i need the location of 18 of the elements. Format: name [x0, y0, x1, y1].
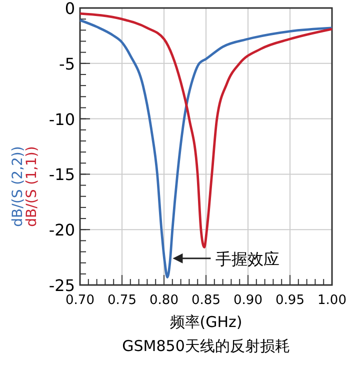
x-tick-label: 0.95 [276, 293, 304, 308]
y-tick-label: 0 [64, 0, 75, 18]
y-tick-label: -15 [48, 165, 75, 184]
x-tick-label: 0.85 [192, 293, 220, 308]
text: dB/(S (1,1)) [24, 146, 40, 227]
annotation: 手握效应 [216, 249, 280, 268]
x-tick-label: 0.75 [108, 293, 136, 308]
text: dB/(S (2,2)) [10, 146, 26, 227]
x-tick-label: 1.00 [318, 293, 346, 308]
x-axis-title: 频率(GHz) [170, 313, 242, 331]
text: GSM850天线的反射损耗 [122, 337, 290, 355]
x-tick-label: 0.90 [234, 293, 262, 308]
y-tick-label: -25 [48, 276, 75, 295]
y-tick-label: -5 [59, 54, 75, 74]
x-tick-label: 0.70 [66, 293, 94, 308]
x-tick-label: 0.80 [150, 293, 178, 308]
y-tick-label: -10 [48, 110, 75, 129]
y-tick-label: -20 [48, 220, 75, 240]
